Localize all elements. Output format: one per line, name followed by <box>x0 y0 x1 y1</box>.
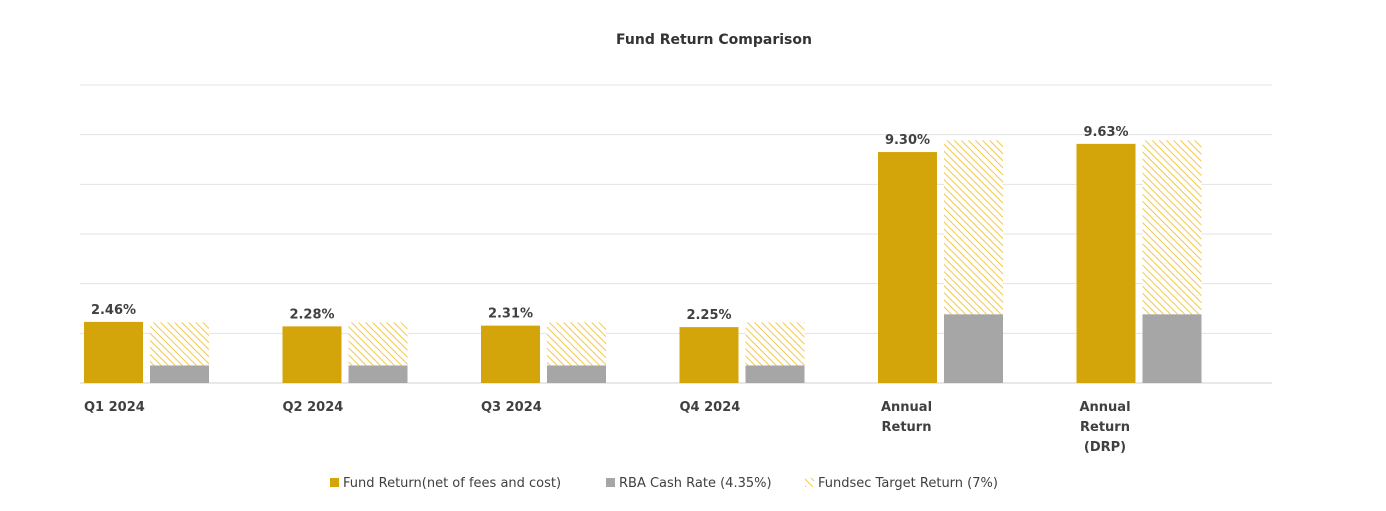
bar-cash-rate <box>348 365 408 383</box>
data-label: 9.63% <box>1083 125 1128 140</box>
bar-target-return <box>1142 140 1202 315</box>
x-axis: Q1 2024 Q2 2024 Q3 2024 Q4 2024 Annual Return… <box>84 400 1131 455</box>
data-label: 2.25% <box>686 308 731 323</box>
x-tick-label: Annual <box>1079 400 1130 415</box>
x-tick-label: Annual <box>881 400 932 415</box>
x-tick-label: Return <box>1080 420 1130 435</box>
bar-cash-rate <box>944 314 1003 383</box>
data-label: 2.46% <box>91 303 136 318</box>
data-label: 2.31% <box>488 307 533 322</box>
bar-fund-return <box>481 325 540 383</box>
bar-fund-return <box>878 152 937 383</box>
legend-label: RBA Cash Rate (4.35%) <box>619 476 772 491</box>
bar-fund-return <box>1076 143 1136 383</box>
x-tick-label: Q2 2024 <box>283 400 344 415</box>
bar-target-return <box>348 322 408 366</box>
x-tick-label: Q4 2024 <box>680 400 741 415</box>
data-label: 9.30% <box>885 133 930 148</box>
bar-cash-rate <box>1142 314 1202 383</box>
data-labels: 2.46% 2.28% 2.31% 2.25% 9.30% 9.63% <box>91 125 1129 323</box>
gridlines <box>80 84 1272 384</box>
x-tick-label: Return <box>882 420 932 435</box>
bar-fund-return <box>679 327 739 383</box>
bar-target-return <box>547 322 606 366</box>
legend-swatch <box>606 478 615 487</box>
bar-target-return <box>745 322 805 366</box>
x-tick-label: Q1 2024 <box>84 400 145 415</box>
bar-target-return <box>150 322 209 366</box>
legend: Fund Return(net of fees and cost) RBA Cas… <box>330 476 998 491</box>
bar-fund-return <box>282 326 342 383</box>
legend-label: Fund Return(net of fees and cost) <box>343 476 561 491</box>
bar-fund-return <box>84 321 143 383</box>
legend-label: Fundsec Target Return (7%) <box>818 476 998 491</box>
bar-cash-rate <box>150 365 209 383</box>
bar-cash-rate <box>745 365 805 383</box>
bar-target-return <box>944 140 1003 315</box>
legend-swatch <box>330 478 339 487</box>
bars <box>84 140 1202 383</box>
bar-cash-rate <box>547 365 606 383</box>
legend-swatch <box>805 478 814 487</box>
x-tick-label: Q3 2024 <box>481 400 542 415</box>
data-label: 2.28% <box>289 307 334 322</box>
x-tick-label: (DRP) <box>1084 440 1126 455</box>
chart-title: Fund Return Comparison <box>616 32 812 48</box>
